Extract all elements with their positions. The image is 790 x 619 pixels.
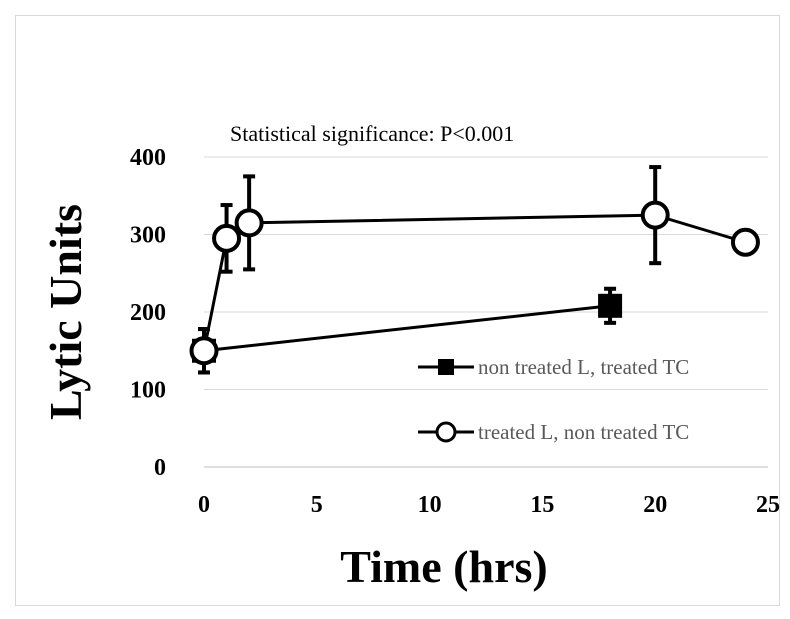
data-point <box>640 200 670 230</box>
y-tick-label: 0 <box>154 455 166 481</box>
y-axis-title: Lytic Units <box>40 204 91 420</box>
series <box>189 165 760 375</box>
x-tick-label: 0 <box>198 492 210 518</box>
axes: 0 100 200 300 400 0 5 10 15 20 25 <box>130 145 780 518</box>
x-axis-title: Time (hrs) <box>340 541 547 592</box>
series-2 <box>189 165 760 375</box>
significance-annotation: Statistical significance: P<0.001 <box>230 121 514 146</box>
series-line <box>203 304 611 353</box>
y-tick-label: 100 <box>130 378 166 404</box>
data-point <box>730 227 760 257</box>
chart-border <box>15 15 780 606</box>
x-tick-label: 25 <box>756 492 780 518</box>
y-tick-label: 200 <box>130 300 166 326</box>
legend-label: non treated L, treated TC <box>478 355 689 379</box>
x-tick-label: 10 <box>418 492 442 518</box>
x-tick-label: 20 <box>643 492 667 518</box>
legend-marker <box>435 421 457 443</box>
data-point <box>212 223 242 253</box>
legend-marker <box>438 359 454 375</box>
legend-entry: treated L, non treated TC <box>418 420 689 444</box>
gridlines <box>204 156 768 390</box>
x-tick-label: 15 <box>530 492 554 518</box>
legend-label: treated L, non treated TC <box>478 420 689 444</box>
data-point <box>598 293 623 318</box>
data-point <box>189 336 219 366</box>
legend-entry: non treated L, treated TC <box>418 355 689 379</box>
x-tick-label: 5 <box>311 492 323 518</box>
legend: non treated L, treated TC treated L, non … <box>418 355 689 444</box>
y-tick-label: 400 <box>130 145 166 171</box>
data-point <box>234 208 264 238</box>
y-tick-label: 300 <box>130 223 166 249</box>
